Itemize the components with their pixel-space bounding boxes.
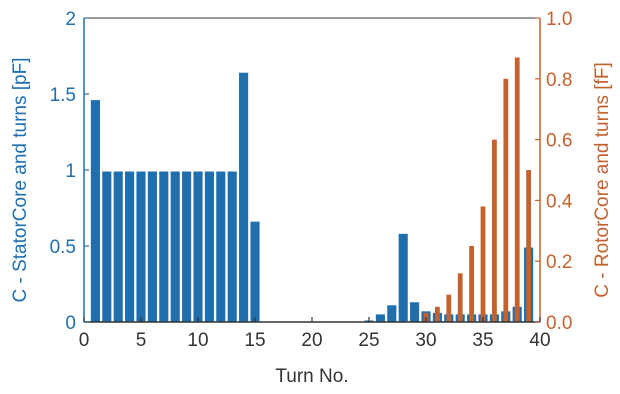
tick-labels: 0 0.5 1 1.5 2 0.0 0.2 0.4 0.6 0.8 1.0 0 5 10 15 20 25 30 3… — [50, 9, 573, 351]
right-tick-label: 0.2 — [546, 252, 572, 273]
x-tick-label: 10 — [187, 330, 208, 351]
x-tick-label: 40 — [529, 330, 550, 351]
right-tick-label: 0.8 — [546, 70, 572, 91]
right-tick-label: 0.6 — [546, 131, 572, 152]
stator-bar — [387, 305, 397, 322]
stator-bar — [375, 314, 385, 322]
x-tick-label: 5 — [136, 330, 147, 351]
x-axis-label: Turn No. — [275, 366, 348, 387]
rotor-bar — [435, 306, 440, 322]
stator-bar — [182, 171, 192, 322]
x-tick-label: 20 — [301, 330, 322, 351]
left-y-axis-label: C - StatorCore and turns [pF] — [10, 58, 31, 303]
stator-bar — [147, 171, 157, 322]
rotor-bar — [480, 206, 486, 322]
rotor-bar — [446, 294, 452, 322]
stator-bar — [90, 100, 100, 322]
stator-bar — [193, 171, 203, 322]
x-tick-label: 15 — [244, 330, 265, 351]
rotor-bars — [423, 57, 531, 323]
stator-bar — [125, 171, 135, 322]
right-y-axis-label: C - RotorCore and turns [fF] — [592, 62, 613, 297]
left-tick-label: 1.5 — [50, 85, 76, 106]
stator-bar — [170, 171, 180, 322]
x-tick-label: 0 — [79, 330, 90, 351]
left-tick-label: 0 — [65, 313, 76, 334]
stator-bar — [250, 221, 260, 322]
stator-bar — [113, 171, 123, 322]
stator-bars — [90, 72, 534, 322]
stator-bar — [136, 171, 146, 322]
rotor-bar — [492, 139, 497, 322]
stator-bar — [239, 72, 249, 322]
right-tick-label: 0.0 — [546, 313, 572, 334]
rotor-bar — [526, 170, 531, 322]
stator-bar — [159, 171, 169, 322]
x-tick-label: 35 — [472, 330, 493, 351]
axes — [83, 17, 541, 323]
x-tick-label: 25 — [358, 330, 379, 351]
x-tick-label: 30 — [415, 330, 436, 351]
stator-bar — [227, 171, 237, 322]
right-tick-label: 0.4 — [546, 191, 573, 212]
rotor-bar — [503, 78, 509, 322]
right-tick-label: 1.0 — [546, 9, 572, 30]
stator-bar — [398, 233, 408, 322]
left-tick-label: 0.5 — [50, 237, 76, 258]
stator-bar — [216, 171, 226, 322]
rotor-bar — [514, 57, 520, 323]
stator-bar — [102, 171, 112, 322]
stator-bar — [410, 302, 420, 322]
rotor-bar — [457, 273, 463, 322]
stator-bar — [204, 171, 214, 322]
rotor-bar — [469, 246, 474, 322]
left-tick-label: 1 — [65, 161, 76, 182]
left-tick-label: 2 — [65, 9, 76, 30]
